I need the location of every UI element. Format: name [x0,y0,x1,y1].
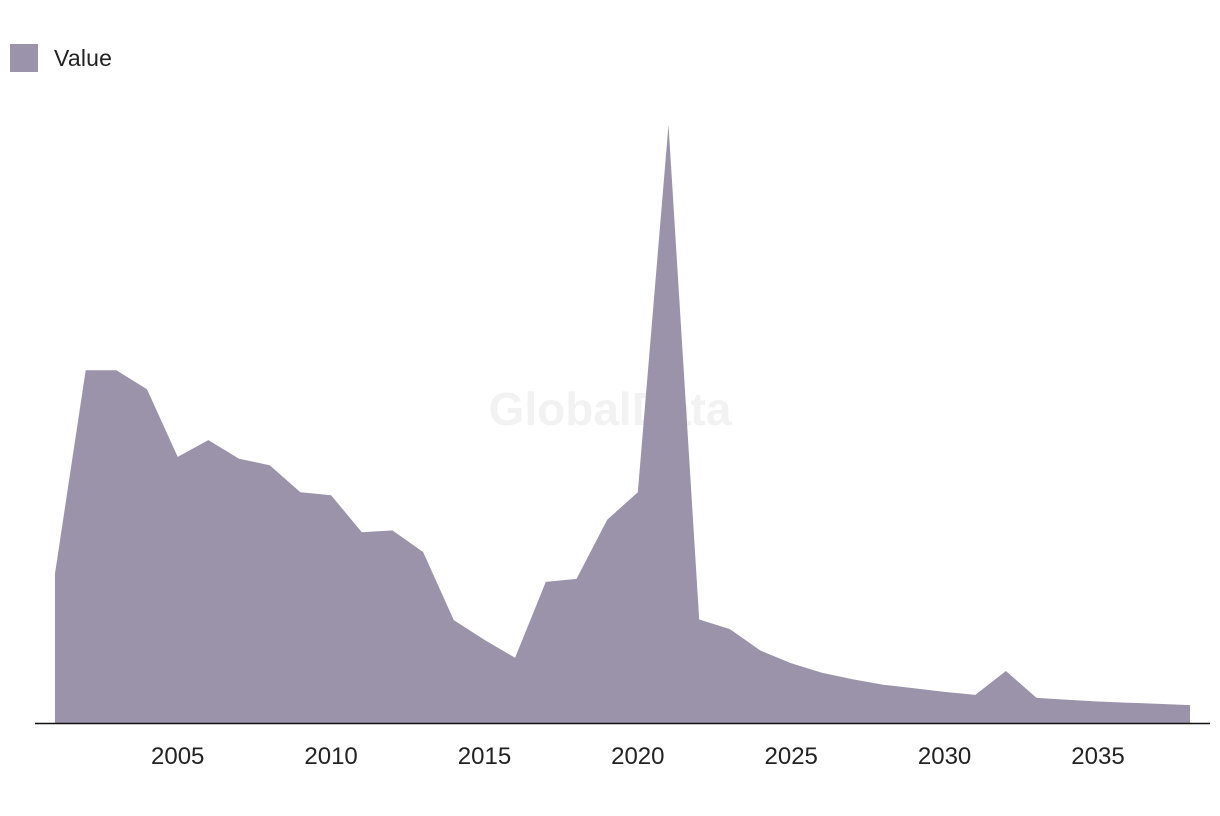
x-tick-label-2015: 2015 [458,743,511,770]
x-axis: 2005 2010 2015 2020 2025 2030 2035 [35,722,1210,770]
watermark-text: GlobalData [489,383,732,435]
x-tick-label-2005: 2005 [151,743,204,770]
x-tick-label-2020: 2020 [611,743,664,770]
x-tick-label-2010: 2010 [304,743,357,770]
series-area-value [55,125,1190,723]
x-tick-label-2030: 2030 [918,743,971,770]
legend-label-value: Value [54,44,113,71]
x-tick-label-2035: 2035 [1071,743,1124,770]
x-tick-label-2025: 2025 [765,743,818,770]
plot-layer [55,125,1190,723]
chart-legend: Value [10,44,112,72]
legend-swatch-value [10,44,38,72]
